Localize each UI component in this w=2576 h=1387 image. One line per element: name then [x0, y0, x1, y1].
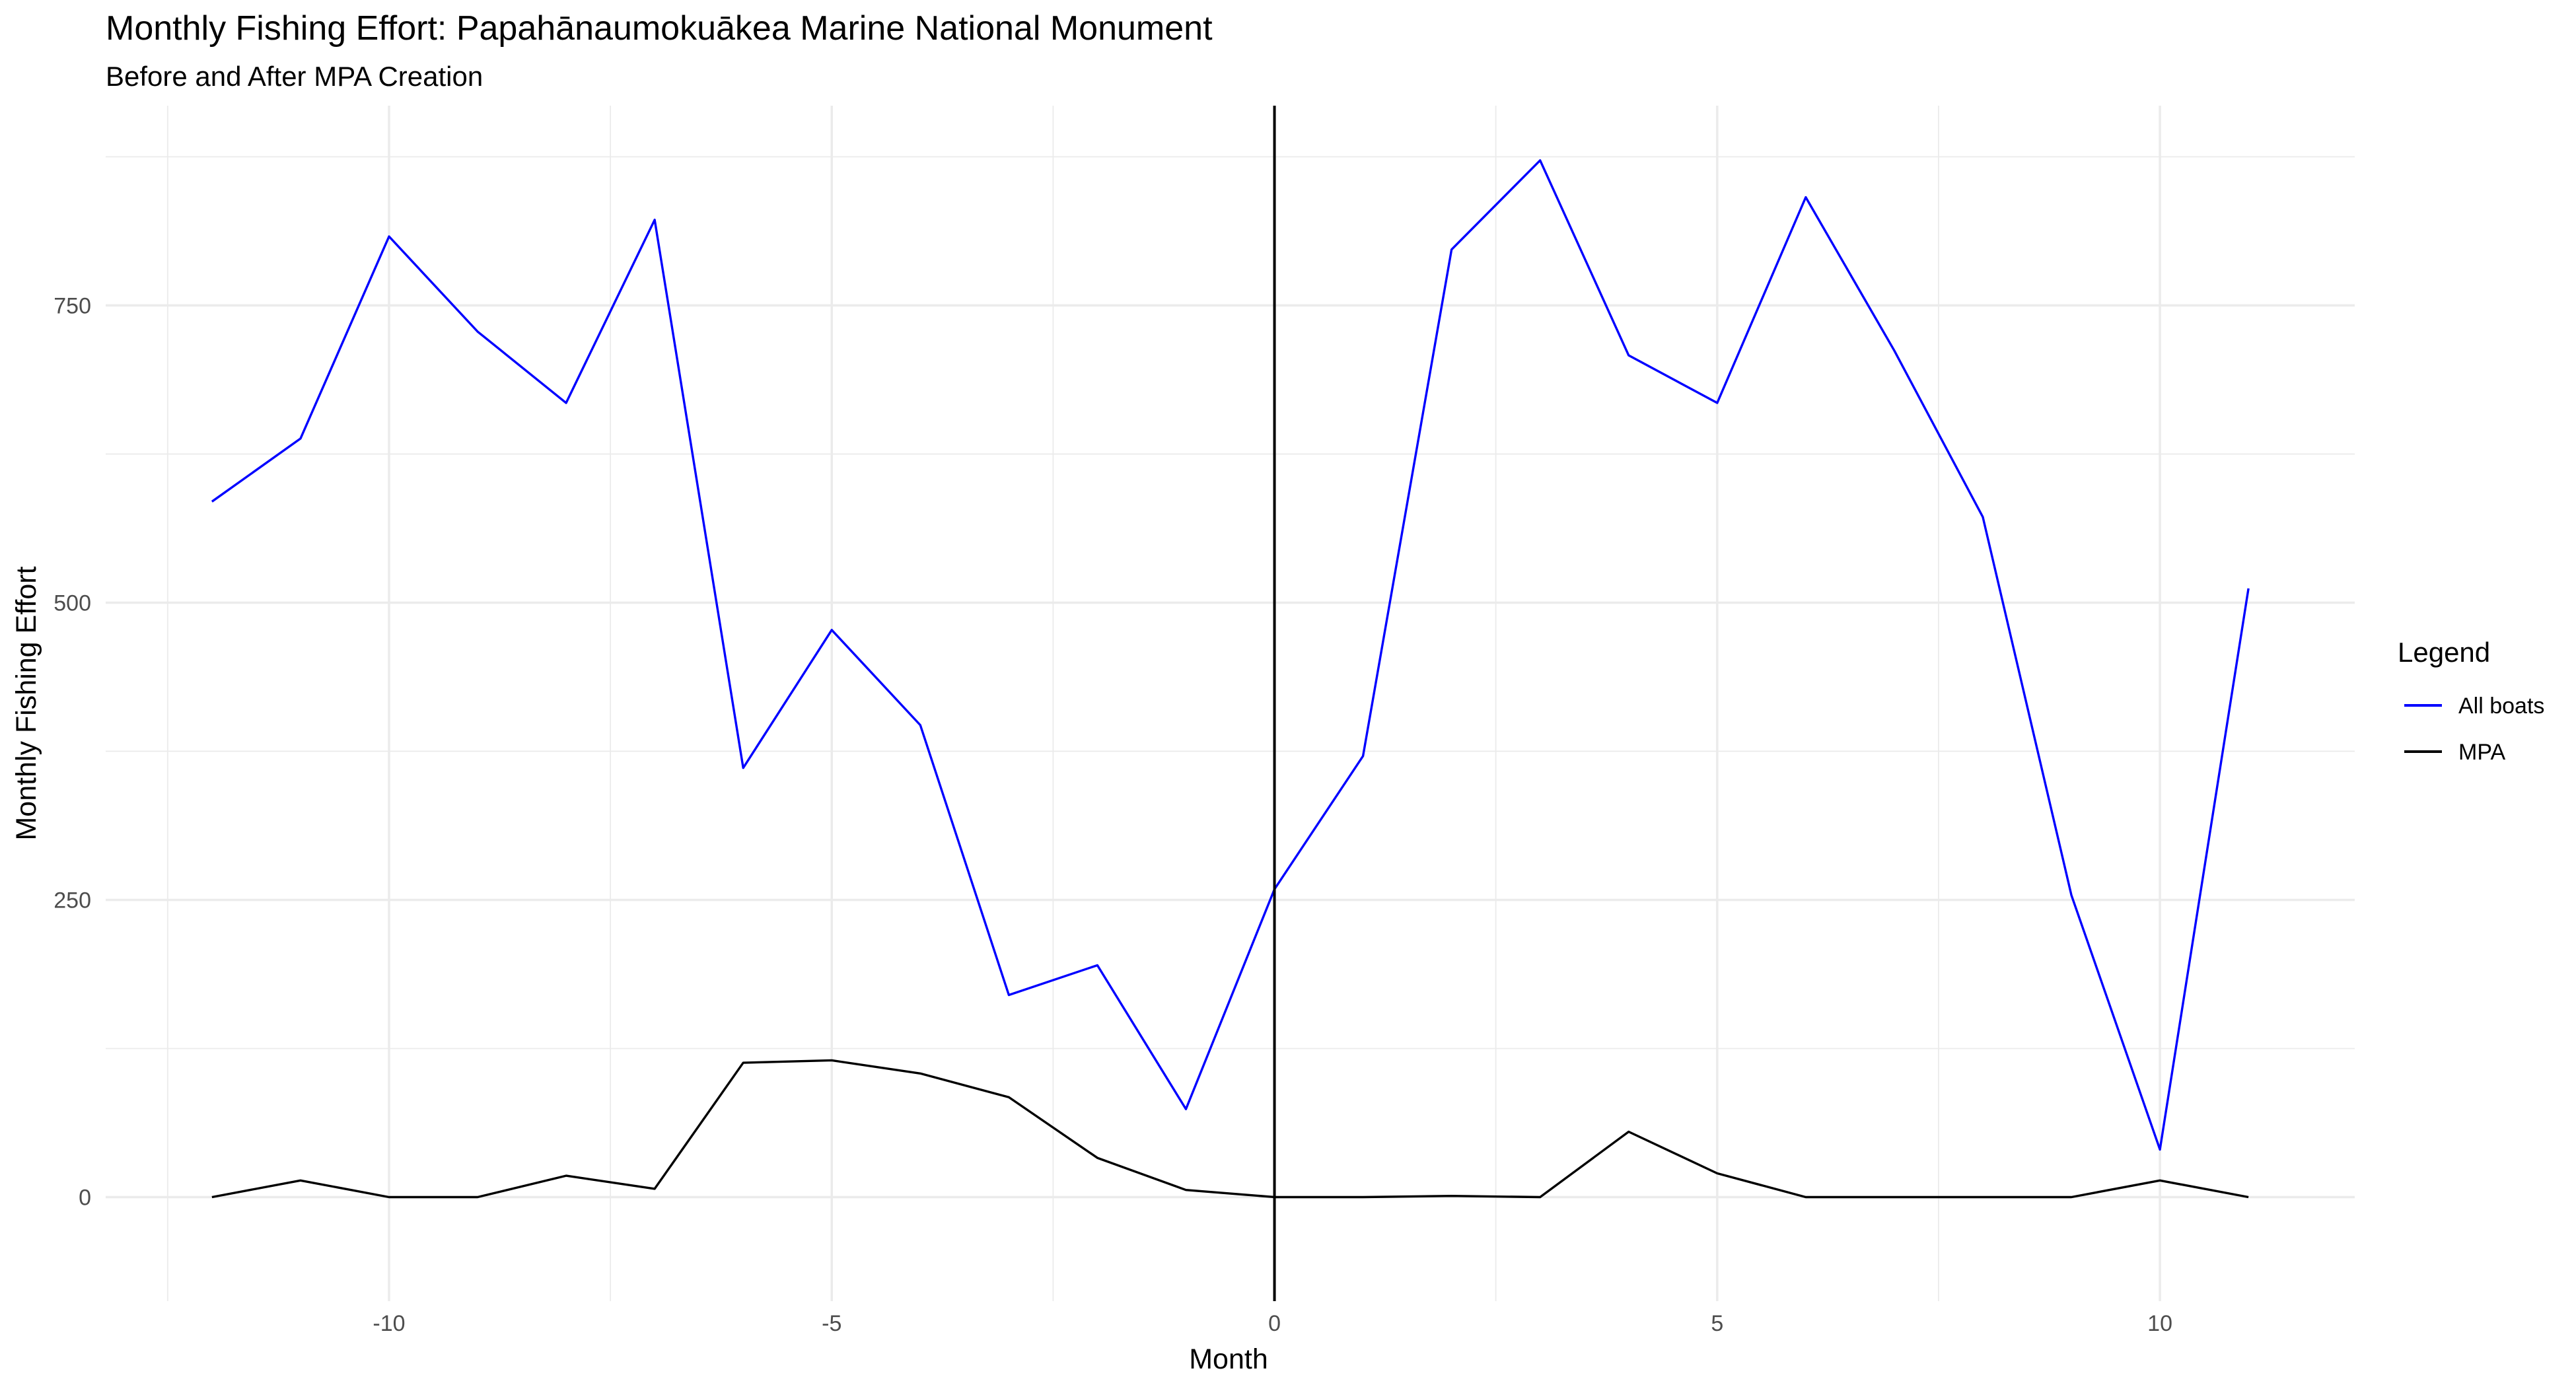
y-axis-title: Monthly Fishing Effort: [11, 566, 42, 840]
series-line-all-boats: [211, 159, 2250, 1151]
legend-title: Legend: [2398, 637, 2490, 668]
legend-label-all-boats: All boats: [2458, 694, 2544, 719]
legend-label-mpa: MPA: [2458, 740, 2505, 765]
y-tick-label: 500: [54, 590, 91, 616]
x-axis-ticks: -10 -5 0 5 10: [373, 1311, 2172, 1336]
legend-items: All boats MPA: [2404, 694, 2544, 765]
series-line-mpa: [211, 1059, 2249, 1199]
x-tick-label: 5: [1711, 1311, 1723, 1336]
x-axis-title: Month: [1189, 1343, 1268, 1375]
y-tick-label: 250: [54, 888, 91, 913]
plot-panel: [106, 106, 2355, 1301]
grid-lines: [106, 106, 2355, 1301]
x-tick-label: 0: [1268, 1311, 1281, 1336]
x-tick-label: 10: [2147, 1311, 2172, 1336]
y-tick-label: 0: [79, 1185, 91, 1210]
y-axis-ticks: 0 250 500 750: [54, 293, 91, 1210]
x-tick-label: -10: [373, 1311, 405, 1336]
chart-subtitle: Before and After MPA Creation: [106, 61, 483, 92]
chart-title: Monthly Fishing Effort: Papahānaumokuāke…: [106, 9, 1213, 48]
x-tick-label: -5: [822, 1311, 841, 1336]
series-lines: [211, 159, 2250, 1199]
legend: Legend All boats MPA: [2398, 637, 2544, 765]
y-tick-label: 750: [54, 293, 91, 318]
